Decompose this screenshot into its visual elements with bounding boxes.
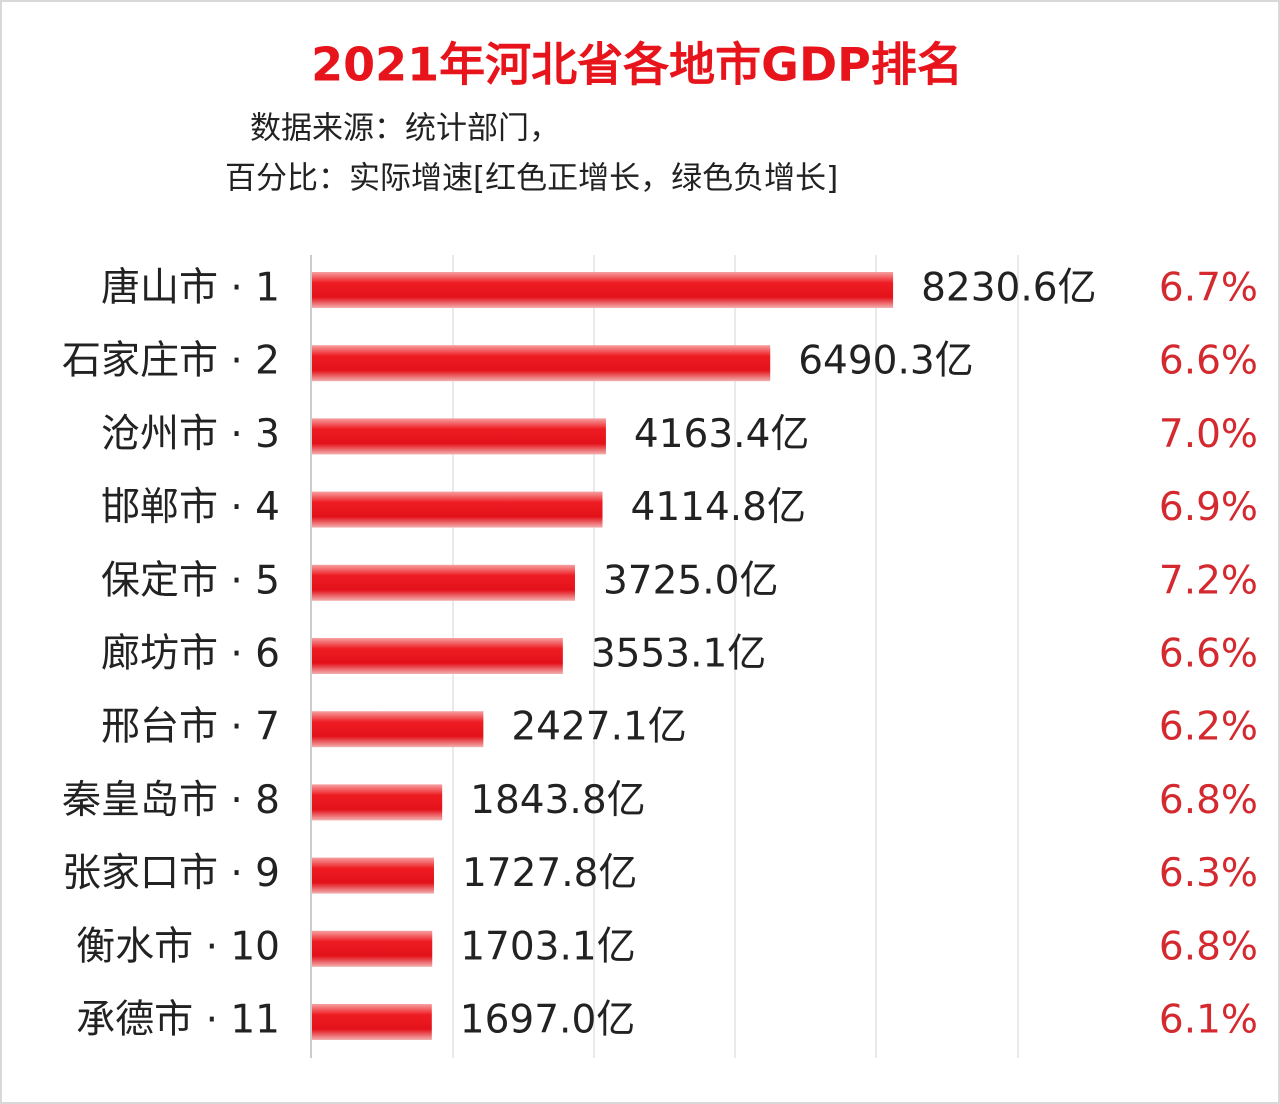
value-label: 3725.0亿 (603, 558, 778, 603)
subtitle: 百分比：实际增速[红色正增长，绿色负增长] (225, 161, 838, 197)
value-label: 2427.1亿 (511, 705, 686, 750)
category-label: 石家庄市 · 2 (62, 339, 280, 384)
growth-label: 7.0% (1159, 412, 1258, 457)
bar (312, 564, 575, 601)
grid (452, 255, 1019, 1058)
bar (312, 638, 563, 674)
growth-label: 6.6% (1159, 632, 1258, 677)
category-label: 沧州市 · 3 (101, 412, 280, 457)
value-label: 1697.0亿 (460, 998, 635, 1043)
growth-label: 6.9% (1159, 485, 1258, 530)
category-label: 唐山市 · 1 (101, 266, 280, 311)
value-label: 3553.1亿 (591, 632, 766, 677)
growth-label: 6.8% (1159, 778, 1258, 823)
category-label: 邢台市 · 7 (101, 705, 280, 750)
growth-label: 6.7% (1159, 266, 1258, 311)
value-label: 8230.6亿 (921, 266, 1096, 311)
bar (312, 418, 606, 455)
growth-label: 7.2% (1159, 558, 1258, 603)
bar (312, 1004, 432, 1040)
bar (312, 711, 484, 748)
category-label: 廊坊市 · 6 (101, 632, 280, 677)
growth-label: 6.6% (1159, 339, 1258, 384)
bar (312, 345, 771, 382)
category-label: 衡水市 · 10 (76, 924, 280, 969)
growth-label: 6.1% (1159, 998, 1258, 1043)
chart-title: 2021年河北省各地市GDP排名 (311, 38, 963, 92)
value-label: 4114.8亿 (631, 485, 806, 530)
growth-label: 6.8% (1159, 924, 1258, 969)
bar (312, 857, 434, 894)
category-label: 秦皇岛市 · 8 (62, 778, 280, 823)
bar (312, 784, 443, 821)
category-label: 保定市 · 5 (101, 558, 280, 603)
category-label: 承德市 · 11 (76, 998, 280, 1043)
value-label: 1727.8亿 (462, 851, 637, 896)
value-label: 1843.8亿 (470, 778, 645, 823)
growth-label: 6.3% (1159, 851, 1258, 896)
value-label: 6490.3亿 (798, 339, 973, 384)
bar (312, 272, 894, 308)
subtitle: 数据来源：统计部门， (250, 111, 560, 147)
growth-label: 6.2% (1159, 705, 1258, 750)
value-label: 4163.4亿 (634, 412, 809, 457)
bar (312, 491, 603, 528)
value-label: 1703.1亿 (460, 924, 635, 969)
bar (312, 930, 433, 967)
category-label: 邯郸市 · 4 (101, 485, 280, 530)
category-label: 张家口市 · 9 (62, 851, 280, 896)
